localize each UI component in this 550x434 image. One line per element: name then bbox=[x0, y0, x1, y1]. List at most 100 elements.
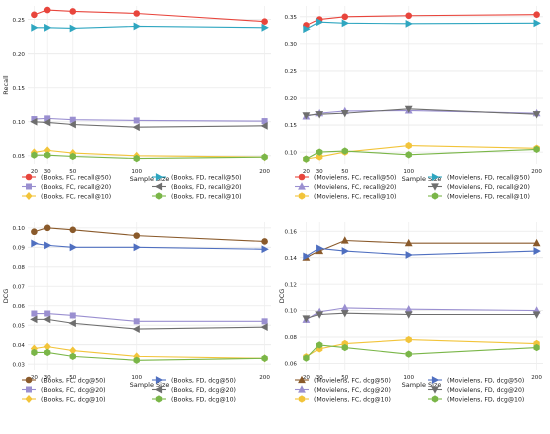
data-point bbox=[316, 244, 324, 253]
x-tick-label: 20 bbox=[31, 169, 39, 175]
y-tick-label: 0.05 bbox=[13, 154, 26, 160]
y-tick-label: 0.12 bbox=[285, 282, 297, 288]
data-point bbox=[303, 25, 311, 34]
y-tick-label: 0.03 bbox=[13, 362, 26, 368]
x-tick-label: 30 bbox=[44, 375, 52, 381]
data-point bbox=[69, 226, 77, 234]
legend-marker bbox=[25, 183, 32, 190]
data-point bbox=[44, 348, 51, 357]
data-point bbox=[315, 111, 324, 119]
y-tick-label: 0.10 bbox=[285, 150, 298, 156]
legend-marker bbox=[298, 173, 306, 181]
legend-label: (Movielens, FD, recall@50) bbox=[447, 173, 530, 181]
chart-panel-books-dcg: 0.03 0.04 0.05 0.06 0.07 0.08 0.09 0.10 20 30 50 10… bbox=[2, 222, 271, 403]
data-point bbox=[31, 239, 39, 248]
data-point bbox=[303, 354, 310, 362]
data-point bbox=[133, 154, 140, 163]
data-point bbox=[44, 151, 51, 159]
y-tick-label: 0.04 bbox=[13, 343, 26, 349]
data-point bbox=[404, 311, 413, 319]
legend-label: (Books, FC, recall@10) bbox=[41, 192, 111, 200]
series-line bbox=[34, 346, 265, 359]
data-point bbox=[42, 315, 51, 324]
data-point bbox=[133, 10, 141, 17]
legend-label: (Movielens, FD, dcg@50) bbox=[447, 376, 524, 384]
legend-marker bbox=[431, 386, 439, 394]
data-point bbox=[132, 123, 140, 132]
legend-label: (Movielens, FC, dcg@50) bbox=[314, 376, 391, 384]
x-tick-label: 30 bbox=[44, 169, 52, 175]
x-tick-label: 30 bbox=[316, 375, 324, 381]
legend-label: (Movielens, FD, recall@10) bbox=[447, 192, 530, 200]
legend-marker bbox=[154, 182, 163, 191]
legend-label: (Movielens, FD, dcg@20) bbox=[447, 386, 524, 394]
y-tick-label: 0.20 bbox=[285, 96, 298, 102]
y-tick-label: 0.14 bbox=[285, 256, 298, 262]
data-point bbox=[69, 8, 77, 15]
data-point bbox=[316, 148, 323, 156]
x-tick-label: 20 bbox=[303, 169, 311, 175]
data-point bbox=[303, 252, 311, 261]
legend-marker bbox=[155, 376, 164, 384]
data-point bbox=[533, 11, 540, 18]
x-tick-label: 100 bbox=[403, 169, 414, 175]
legend-label: (Books, FD, recall@10) bbox=[171, 192, 242, 200]
data-point bbox=[533, 247, 541, 255]
legend-label: (Books, FD, dcg@50) bbox=[171, 376, 236, 384]
data-point bbox=[31, 228, 38, 236]
y-tick-label: 0.20 bbox=[13, 52, 26, 58]
data-point bbox=[405, 335, 412, 344]
y-tick-label: 0.16 bbox=[285, 229, 298, 235]
legend-label: (Movielens, FC, recall@20) bbox=[314, 183, 396, 191]
legend-marker bbox=[155, 173, 164, 181]
legend-marker bbox=[298, 395, 306, 403]
data-point bbox=[316, 153, 323, 161]
x-axis-label: Sample Size bbox=[130, 175, 170, 183]
data-point bbox=[341, 147, 348, 155]
series-line bbox=[34, 227, 265, 243]
series-line bbox=[34, 312, 265, 322]
y-tick-label: 0.10 bbox=[13, 120, 26, 126]
data-point bbox=[341, 13, 349, 21]
data-point bbox=[302, 315, 311, 323]
data-point bbox=[341, 343, 348, 352]
legend-marker bbox=[298, 385, 306, 393]
data-point bbox=[133, 117, 140, 124]
legend-label: (Books, FC, dcg@20) bbox=[41, 386, 106, 394]
data-point bbox=[43, 224, 51, 232]
data-point bbox=[303, 155, 310, 163]
data-point bbox=[405, 141, 412, 150]
legend-label: (Movielens, FD, dcg@10) bbox=[447, 395, 524, 403]
series-line bbox=[306, 21, 537, 30]
y-tick-label: 0.06 bbox=[13, 304, 26, 310]
data-point bbox=[261, 23, 269, 32]
data-point bbox=[261, 18, 268, 25]
data-point bbox=[30, 315, 38, 324]
data-point bbox=[44, 23, 52, 32]
x-tick-label: 50 bbox=[341, 375, 349, 381]
data-point bbox=[31, 11, 38, 19]
chart-panel-movielens-recall: 0.10 0.15 0.20 0.25 0.30 0.35 20 30 50 100 200 Samp… bbox=[285, 6, 543, 200]
x-axis-label: Sample Size bbox=[130, 381, 170, 389]
y-tick-label: 0.25 bbox=[13, 18, 26, 24]
series-line bbox=[306, 247, 537, 257]
data-point bbox=[261, 245, 269, 254]
data-point bbox=[533, 19, 541, 28]
data-point bbox=[405, 151, 412, 159]
y-axis-label: DCG bbox=[278, 289, 286, 304]
data-point bbox=[133, 356, 140, 364]
legend-marker bbox=[431, 395, 439, 403]
series-line bbox=[34, 117, 265, 122]
legend-label: (Movielens, FC, dcg@20) bbox=[314, 386, 391, 394]
legend-marker bbox=[298, 182, 306, 190]
data-point bbox=[532, 111, 541, 119]
data-point bbox=[133, 232, 141, 239]
y-tick-label: 0.10 bbox=[13, 226, 26, 232]
data-point bbox=[69, 243, 78, 252]
y-tick-label: 0.15 bbox=[13, 86, 26, 92]
chart-panel-books-recall: 0.05 0.10 0.15 0.20 0.25 20 30 50 100 200 Sample S… bbox=[2, 6, 271, 200]
data-point bbox=[405, 251, 413, 259]
data-point bbox=[43, 6, 51, 14]
data-point bbox=[340, 110, 349, 118]
legend-marker bbox=[298, 192, 306, 200]
